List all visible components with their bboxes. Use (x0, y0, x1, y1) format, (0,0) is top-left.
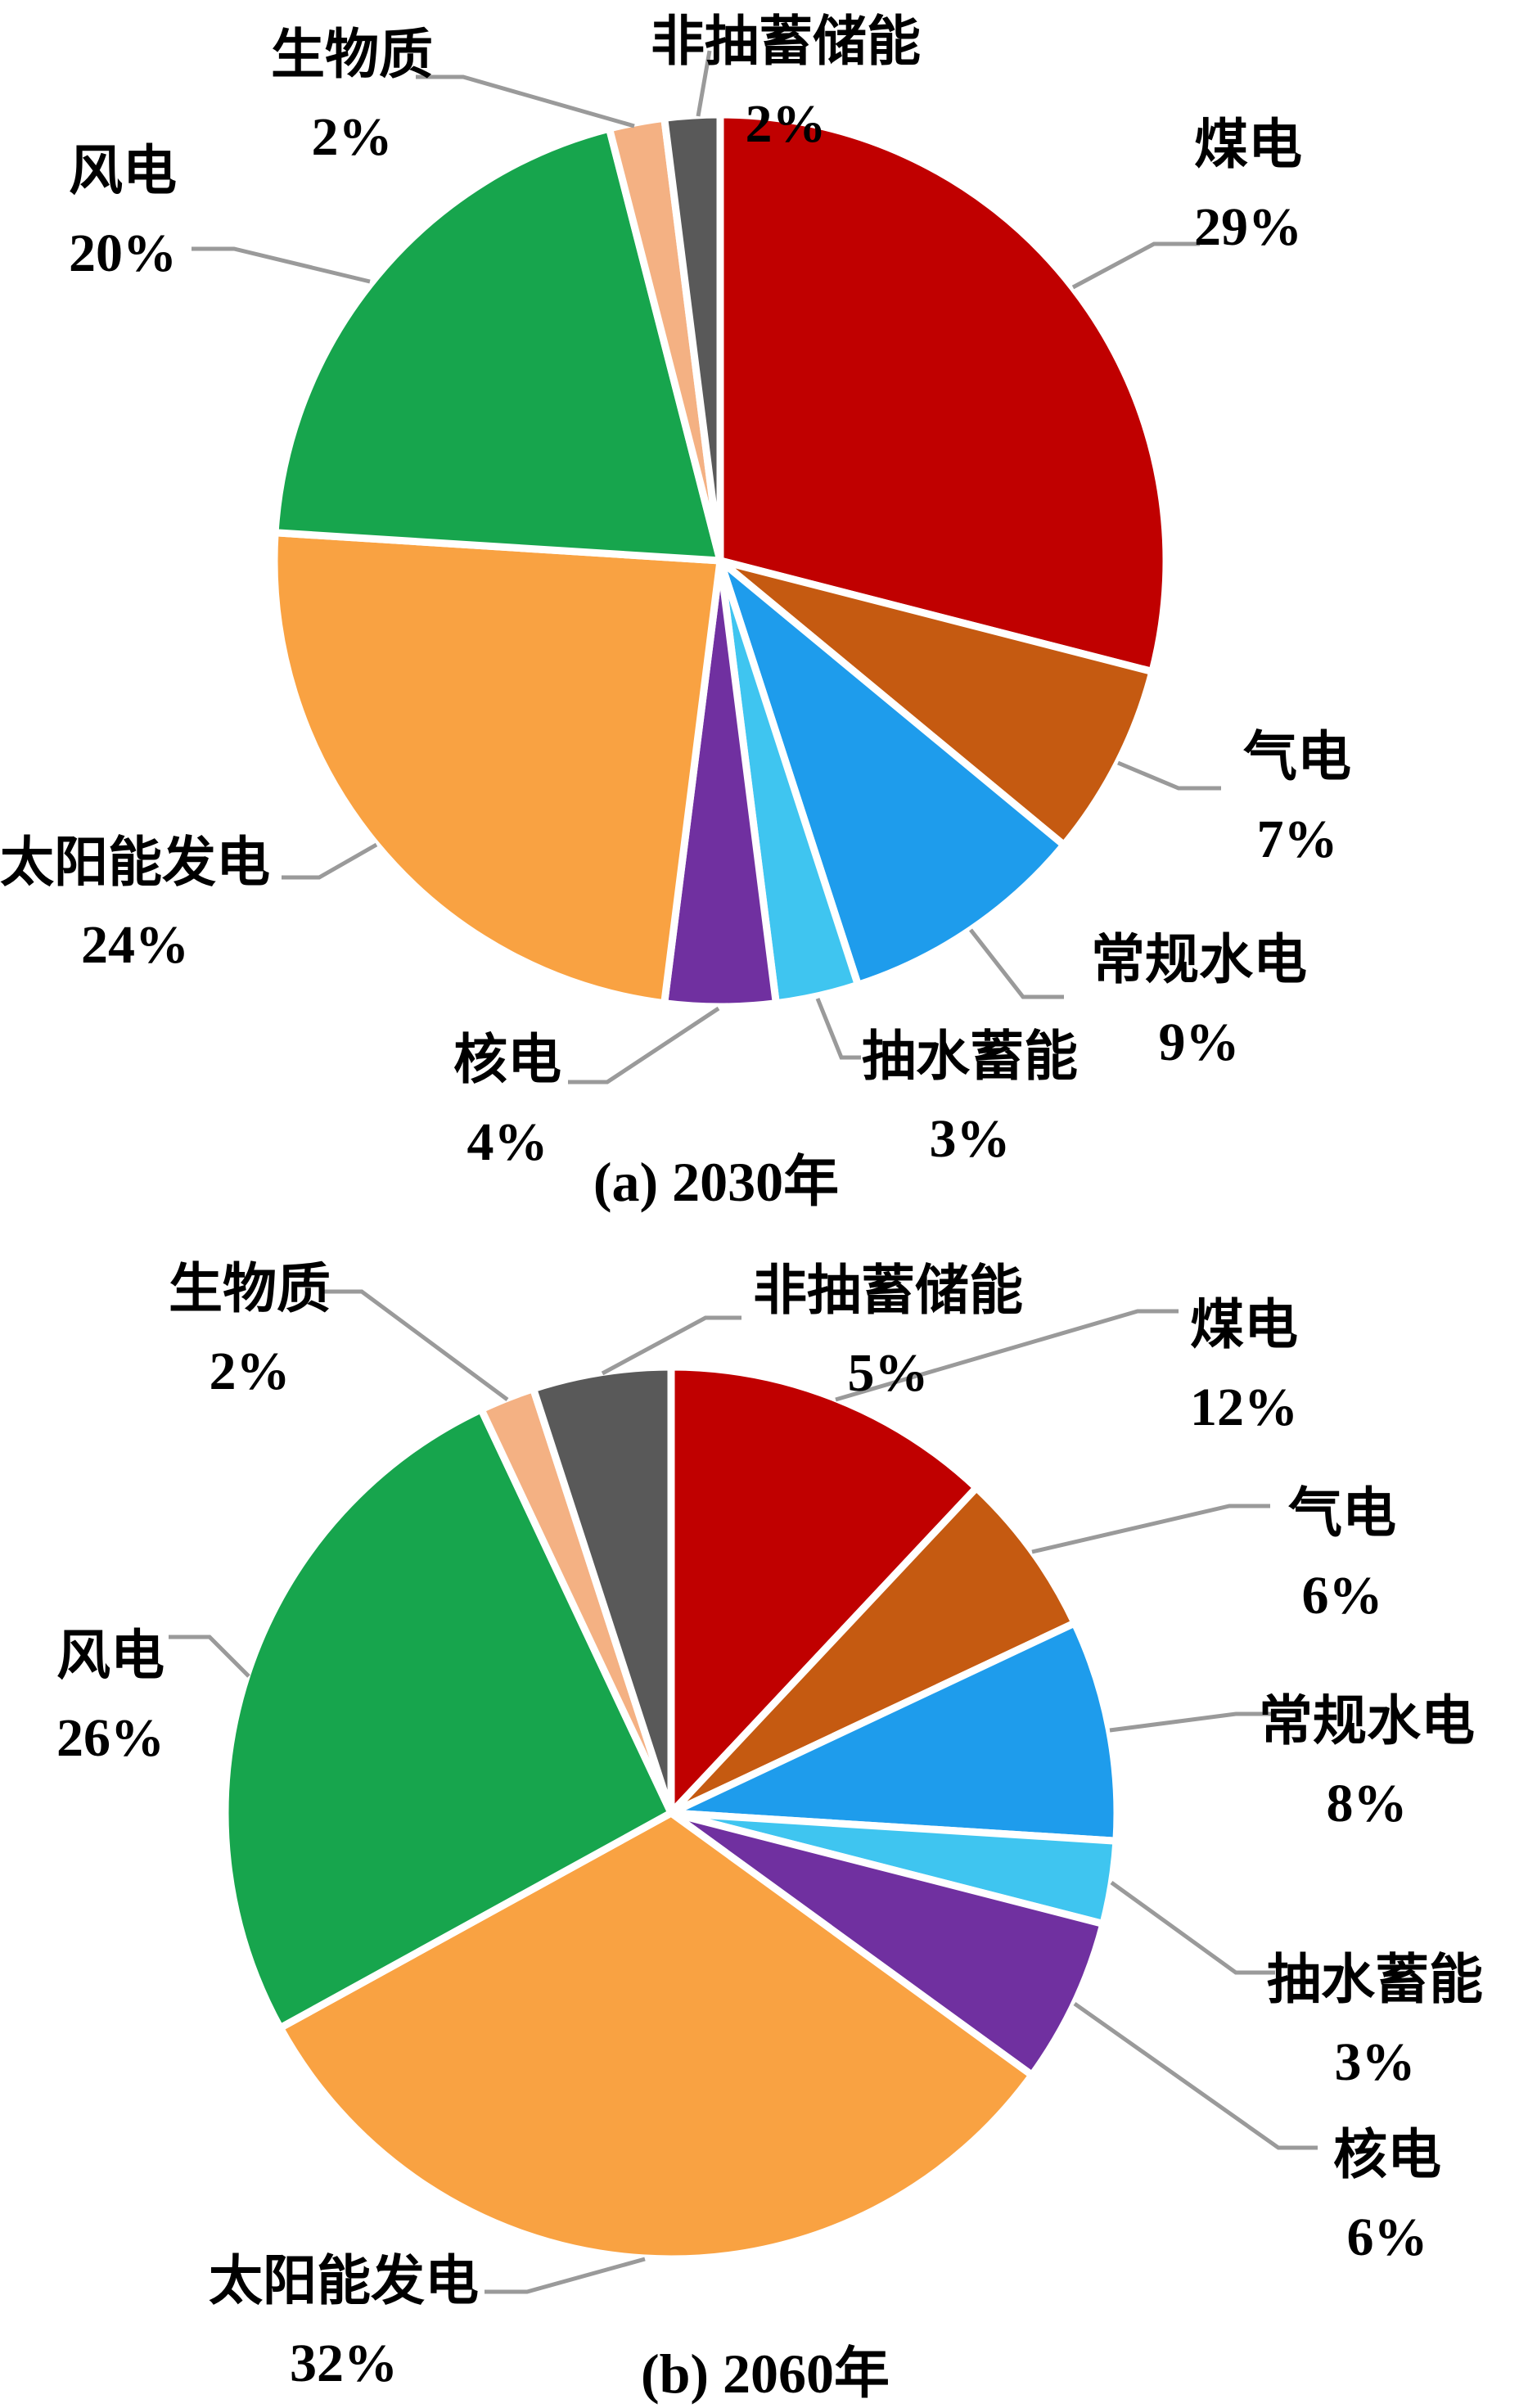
slice-percent: 9% (1158, 1012, 1240, 1072)
slice-percent: 2% (209, 1342, 291, 1401)
pie-2030-slice-8 (660, 110, 724, 565)
callout-2030-coal-power: 煤电 29% (1194, 105, 1302, 268)
callout-2060-non-pumped-storage: 非抽蓄储能 5% (753, 1251, 1023, 1414)
slice-percent: 2% (311, 107, 393, 167)
slice-percent: 12% (1190, 1378, 1298, 1437)
slice-percent: 3% (1334, 2032, 1416, 2092)
callout-2060-gas-power: 气电 6% (1288, 1473, 1396, 1637)
callout-2030-gas-power: 气电 7% (1243, 717, 1351, 881)
callout-2030-nuclear-power: 核电 4% (453, 1020, 561, 1184)
callout-2060-wind-power: 风电 26% (56, 1616, 165, 1779)
leader-line-2030-6 (192, 246, 371, 284)
callout-2030-pumped-storage: 抽水蓄能 3% (862, 1017, 1078, 1180)
slice-label: 气电 (1243, 728, 1351, 787)
callout-2030-solar-power: 太阳能发电 24% (0, 823, 270, 986)
slice-label: 抽水蓄能 (862, 1027, 1078, 1087)
slice-label: 风电 (56, 1626, 165, 1686)
slice-label: 煤电 (1190, 1296, 1298, 1355)
callout-2030-wind-power: 风电 20% (69, 131, 177, 295)
slice-label: 常规水电 (1091, 931, 1307, 990)
leader-line-2030-3 (815, 998, 861, 1060)
leader-line-2030-8 (696, 50, 712, 117)
leader-line-2060-0 (835, 1309, 1179, 1402)
slice-label: 太阳能发电 (0, 833, 270, 893)
callout-2030-biomass: 生物质 2% (271, 15, 433, 178)
slice-percent: 2% (745, 94, 827, 154)
pie-2030-slice-5 (270, 529, 724, 1008)
caption-2060: (b) 2060年 (640, 2343, 890, 2405)
slice-percent: 32% (290, 2334, 398, 2393)
slice-percent: 20% (69, 223, 177, 283)
leader-line-2060-4 (1073, 2001, 1318, 2150)
callout-2060-coal-power: 煤电 12% (1190, 1285, 1298, 1449)
slice-label: 生物质 (169, 1260, 331, 1319)
slice-label: 非抽蓄储能 (651, 12, 921, 72)
callout-2060-pumped-storage: 抽水蓄能 3% (1267, 1940, 1483, 2104)
slice-percent: 7% (1256, 809, 1338, 869)
slice-label: 气电 (1288, 1484, 1396, 1544)
callout-2030-non-pumped-storage: 非抽蓄储能 2% (651, 2, 921, 165)
pie-2030-slice-1 (716, 557, 1156, 849)
slice-percent: 4% (467, 1112, 548, 1172)
slice-percent: 26% (56, 1708, 165, 1768)
leader-line-2060-5 (485, 2257, 646, 2294)
slice-label: 生物质 (271, 25, 433, 85)
leader-line-2030-0 (1071, 241, 1200, 290)
slice-percent: 24% (81, 915, 189, 975)
leader-line-2060-8 (601, 1315, 741, 1376)
leader-line-2030-2 (969, 928, 1064, 999)
slice-percent: 8% (1326, 1774, 1408, 1833)
leader-line-2060-6 (169, 1635, 250, 1678)
leader-line-2030-7 (416, 74, 635, 129)
slice-percent: 6% (1301, 1566, 1383, 1626)
leader-line-2030-4 (568, 1006, 720, 1085)
slice-percent: 29% (1194, 197, 1302, 257)
pie-2060-slice-2 (667, 1619, 1121, 1845)
callout-2060-biomass: 生物质 2% (169, 1249, 331, 1413)
pie-2030-slice-0 (716, 110, 1170, 675)
slice-label: 常规水电 (1259, 1692, 1475, 1752)
pie-2030-slice-6 (271, 124, 724, 565)
slice-percent: 3% (929, 1109, 1011, 1169)
slice-label: 抽水蓄能 (1267, 1950, 1483, 2010)
slice-label: 核电 (1333, 2126, 1441, 2185)
slice-label: 煤电 (1194, 115, 1302, 175)
leader-line-2060-7 (322, 1289, 509, 1402)
slice-label: 太阳能发电 (209, 2252, 479, 2311)
slice-percent: 6% (1346, 2207, 1428, 2267)
pie-2060-slice-4 (667, 1809, 1107, 2079)
pie-2060-slice-8 (530, 1363, 675, 1817)
slice-label: 核电 (453, 1030, 561, 1090)
callout-2060-nuclear-power: 核电 6% (1333, 2115, 1441, 2279)
slice-label: 风电 (69, 142, 177, 201)
leader-line-2030-5 (282, 842, 378, 880)
leader-line-2060-3 (1110, 1880, 1275, 1975)
callout-2060-conventional-hydro: 常规水电 8% (1259, 1681, 1475, 1845)
caption-2030: (a) 2030年 (593, 1151, 840, 1213)
leader-line-2060-2 (1109, 1711, 1273, 1733)
callout-2060-solar-power: 太阳能发电 32% (209, 2241, 479, 2405)
slice-label: 非抽蓄储能 (753, 1261, 1023, 1321)
leader-line-2030-1 (1117, 760, 1221, 791)
slice-percent: 5% (847, 1343, 929, 1403)
leader-line-2060-1 (1031, 1504, 1270, 1554)
callout-2030-conventional-hydro: 常规水电 9% (1091, 920, 1307, 1084)
pie-2030-slice-2 (716, 557, 1068, 989)
